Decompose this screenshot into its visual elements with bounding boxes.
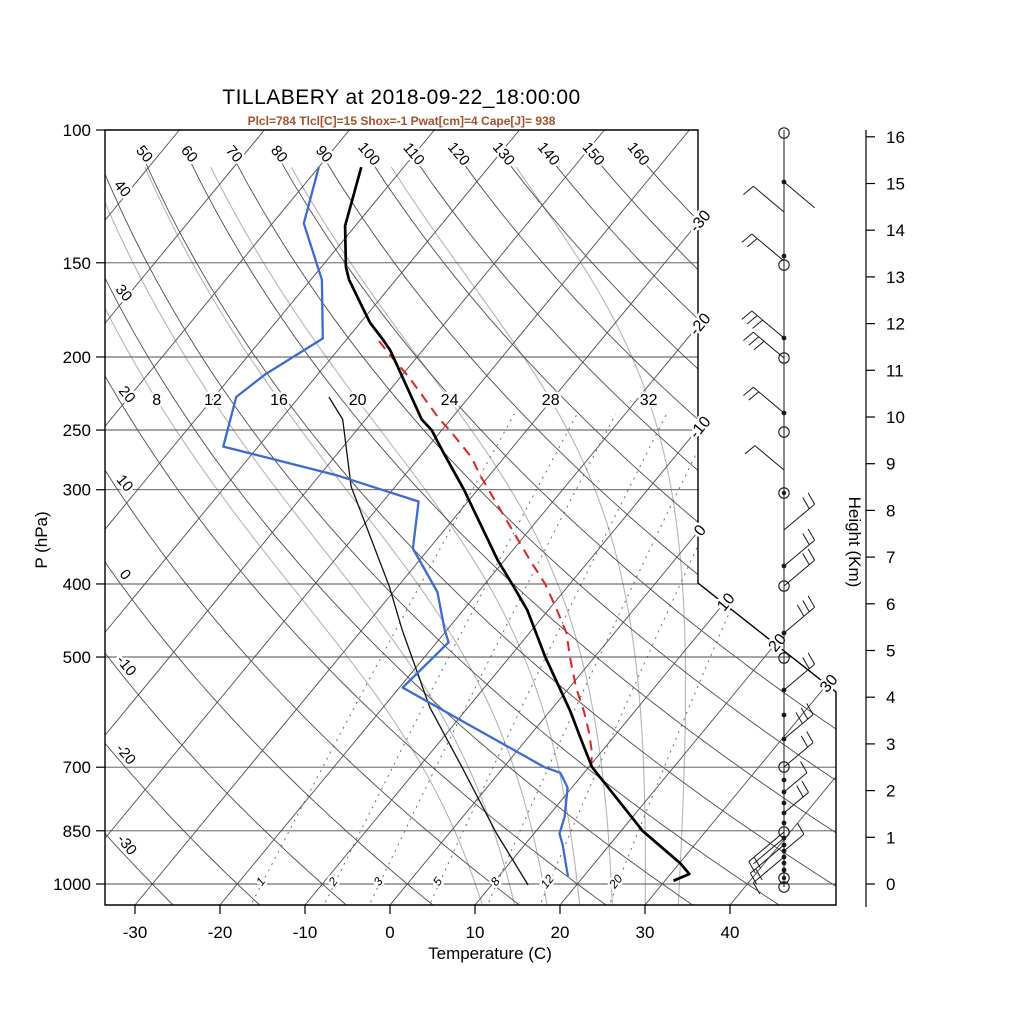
- svg-text:850: 850: [63, 822, 91, 841]
- sounding-profiles: [222, 166, 691, 886]
- svg-text:90: 90: [312, 142, 336, 166]
- svg-text:28: 28: [542, 392, 560, 409]
- svg-text:2: 2: [886, 782, 895, 801]
- svg-text:100: 100: [63, 121, 91, 140]
- svg-text:0: 0: [385, 923, 394, 942]
- svg-text:130: 130: [489, 139, 518, 169]
- svg-text:150: 150: [579, 139, 608, 169]
- svg-text:1000: 1000: [53, 875, 91, 894]
- plot-border: [104, 129, 837, 906]
- svg-text:110: 110: [399, 139, 427, 168]
- wetbulb-profile-line: [328, 396, 529, 886]
- svg-text:200: 200: [63, 348, 91, 367]
- height-axis-title: Height (Km): [845, 496, 864, 588]
- svg-text:30: 30: [636, 923, 655, 942]
- svg-text:6: 6: [886, 595, 895, 614]
- svg-text:3: 3: [886, 735, 895, 754]
- x-axis-title: Temperature (C): [428, 944, 552, 963]
- parcel-ascent-line: [377, 339, 594, 768]
- temperature-profile-line: [343, 166, 691, 882]
- svg-text:20: 20: [349, 392, 367, 409]
- svg-text:11: 11: [886, 361, 904, 380]
- svg-text:12: 12: [204, 392, 222, 409]
- svg-text:0: 0: [886, 875, 895, 894]
- svg-text:30: 30: [112, 281, 136, 305]
- svg-text:70: 70: [222, 142, 246, 166]
- svg-text:20: 20: [115, 383, 139, 407]
- svg-text:-30: -30: [123, 923, 148, 942]
- svg-text:120: 120: [444, 139, 473, 169]
- svg-text:40: 40: [110, 177, 134, 201]
- svg-text:140: 140: [534, 139, 563, 169]
- svg-text:15: 15: [886, 175, 905, 194]
- svg-text:10: 10: [466, 923, 485, 942]
- svg-text:-10: -10: [293, 923, 318, 942]
- svg-text:4: 4: [886, 688, 895, 707]
- svg-text:16: 16: [886, 128, 905, 147]
- svg-text:13: 13: [886, 268, 905, 287]
- svg-text:9: 9: [886, 455, 895, 474]
- svg-text:150: 150: [63, 254, 91, 273]
- chart-title: TILLABERY at 2018-09-22_18:00:00: [222, 86, 581, 109]
- svg-text:100: 100: [354, 139, 383, 169]
- svg-text:24: 24: [441, 392, 459, 409]
- svg-text:7: 7: [886, 548, 895, 567]
- svg-text:5: 5: [886, 642, 895, 661]
- svg-text:8: 8: [886, 501, 895, 520]
- svg-text:300: 300: [63, 481, 91, 500]
- svg-text:500: 500: [63, 648, 91, 667]
- wind-barb-column: [741, 127, 816, 895]
- svg-text:12: 12: [886, 315, 905, 334]
- svg-text:5: 5: [430, 874, 445, 888]
- svg-text:160: 160: [624, 139, 653, 169]
- svg-text:-30: -30: [113, 831, 140, 859]
- svg-text:14: 14: [886, 221, 905, 240]
- svg-text:12: 12: [538, 872, 557, 891]
- svg-text:-20: -20: [208, 923, 233, 942]
- background-grid: [105, 130, 836, 905]
- svg-text:16: 16: [270, 392, 288, 409]
- svg-text:32: 32: [640, 392, 658, 409]
- svg-text:400: 400: [63, 575, 91, 594]
- pressure-axis-title: P (hPa): [32, 511, 51, 569]
- svg-text:20: 20: [606, 872, 626, 892]
- svg-text:1: 1: [886, 828, 895, 847]
- dewpoint-profile-line: [222, 166, 570, 877]
- svg-text:80: 80: [267, 142, 291, 166]
- svg-text:3: 3: [371, 874, 386, 888]
- svg-text:-20: -20: [112, 741, 139, 769]
- svg-text:10: 10: [886, 408, 905, 427]
- svg-text:20: 20: [551, 923, 570, 942]
- svg-text:8: 8: [152, 392, 161, 409]
- svg-text:60: 60: [177, 142, 201, 166]
- svg-text:700: 700: [63, 758, 91, 777]
- svg-text:250: 250: [63, 421, 91, 440]
- chart-stats-line: Plcl=784 Tlcl[C]=15 Shox=-1 Pwat[cm]=4 C…: [247, 114, 556, 128]
- svg-text:-10: -10: [113, 652, 140, 680]
- svg-text:40: 40: [721, 923, 740, 942]
- svg-text:10: 10: [113, 471, 137, 495]
